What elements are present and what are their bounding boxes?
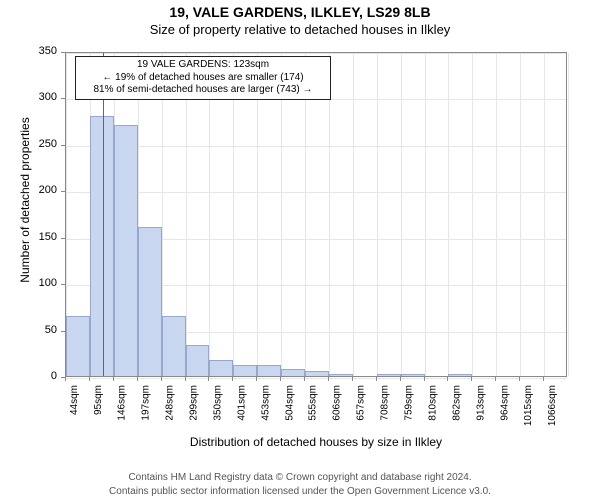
histogram-bar: [138, 227, 162, 376]
histogram-bar: [329, 374, 353, 376]
annotation-line: 81% of semi-detached houses are larger (…: [80, 84, 326, 97]
xtick-label: 453sqm: [260, 385, 271, 421]
histogram-chart: 05010015020025030035044sqm95sqm146sqm197…: [0, 4, 600, 504]
xtick-label: 555sqm: [308, 385, 319, 421]
xtick-label: 197sqm: [141, 385, 152, 421]
xtick-label: 810sqm: [428, 385, 439, 421]
xtick-label: 44sqm: [69, 385, 80, 415]
histogram-bar: [66, 316, 90, 376]
histogram-bar: [114, 125, 138, 376]
histogram-bar: [162, 316, 186, 376]
histogram-bar: [233, 365, 257, 376]
xtick-label: 657sqm: [356, 385, 367, 421]
xtick-label: 1066sqm: [547, 385, 558, 426]
xtick-label: 964sqm: [499, 385, 510, 421]
histogram-bar: [377, 374, 401, 376]
xtick-label: 350sqm: [212, 385, 223, 421]
xtick-label: 759sqm: [404, 385, 415, 421]
plot-area: [65, 52, 567, 377]
xtick-label: 862sqm: [451, 385, 462, 421]
xtick-label: 248sqm: [165, 385, 176, 421]
xtick-label: 95sqm: [93, 385, 104, 415]
annotation-line: 19 VALE GARDENS: 123sqm: [80, 59, 326, 72]
histogram-bar: [305, 371, 329, 376]
xtick-label: 504sqm: [284, 385, 295, 421]
histogram-bar: [186, 345, 210, 376]
xtick-label: 1015sqm: [523, 385, 534, 426]
annotation-box: 19 VALE GARDENS: 123sqm← 19% of detached…: [75, 56, 331, 100]
marker-line: [103, 53, 104, 376]
credit-text: Contains HM Land Registry data © Crown c…: [0, 471, 600, 498]
histogram-bar: [448, 374, 472, 376]
annotation-line: ← 19% of detached houses are smaller (17…: [80, 72, 326, 85]
histogram-bar: [257, 365, 281, 376]
x-axis-label: Distribution of detached houses by size …: [65, 435, 567, 449]
xtick-label: 146sqm: [117, 385, 128, 421]
ytick-label: 350: [0, 45, 57, 57]
xtick-label: 299sqm: [189, 385, 200, 421]
credit-line-2: Contains public sector information licen…: [0, 485, 600, 499]
xtick-label: 606sqm: [332, 385, 343, 421]
ytick-label: 0: [0, 370, 57, 382]
histogram-bar: [209, 360, 233, 376]
xtick-label: 401sqm: [236, 385, 247, 421]
histogram-bar: [281, 369, 305, 376]
histogram-bar: [90, 116, 114, 376]
y-axis-label: Number of detached properties: [18, 90, 32, 310]
credit-line-1: Contains HM Land Registry data © Crown c…: [0, 471, 600, 485]
histogram-bar: [401, 374, 425, 376]
xtick-label: 708sqm: [380, 385, 391, 421]
xtick-label: 913sqm: [475, 385, 486, 421]
ytick-label: 50: [0, 324, 57, 336]
